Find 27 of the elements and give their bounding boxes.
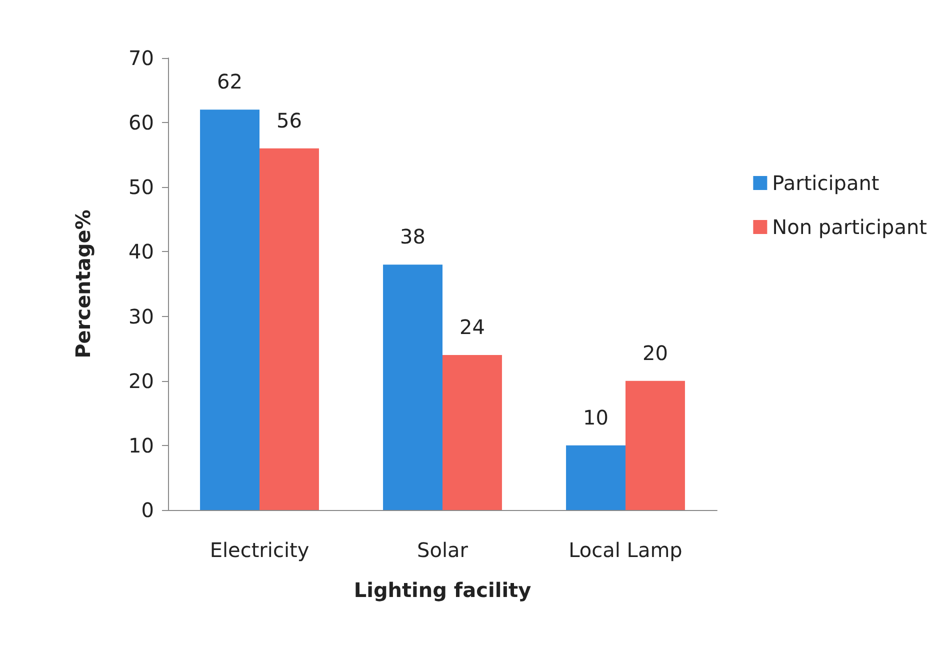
y-axis-title: Percentage% (71, 210, 95, 358)
y-tick-label: 70 (128, 46, 154, 70)
bar (566, 445, 626, 510)
y-tick-label: 10 (128, 433, 154, 458)
y-tick-label: 50 (128, 175, 154, 200)
y-tick-label: 30 (128, 304, 154, 328)
x-axis-title: Lighting facility (354, 578, 532, 602)
bar (200, 110, 260, 510)
bar (383, 264, 442, 510)
data-label: 20 (642, 340, 668, 365)
bar (442, 355, 502, 510)
legend-label: Participant (772, 171, 880, 195)
data-label: 56 (276, 108, 302, 132)
bar (260, 148, 319, 510)
y-tick-label: 60 (128, 110, 154, 135)
y-tick-label: 0 (141, 498, 154, 522)
y-tick-label: 20 (128, 368, 154, 393)
data-label: 24 (460, 315, 485, 340)
x-tick-label: Local Lamp (568, 538, 682, 562)
bar (626, 380, 685, 510)
x-tick-label: Electricity (210, 538, 310, 562)
legend-label: Non participant (772, 215, 928, 239)
data-label: 62 (217, 70, 242, 94)
x-tick-label: Solar (417, 538, 469, 562)
data-label: 10 (583, 405, 608, 430)
y-tick-label: 40 (128, 240, 154, 264)
data-label: 38 (400, 224, 426, 249)
